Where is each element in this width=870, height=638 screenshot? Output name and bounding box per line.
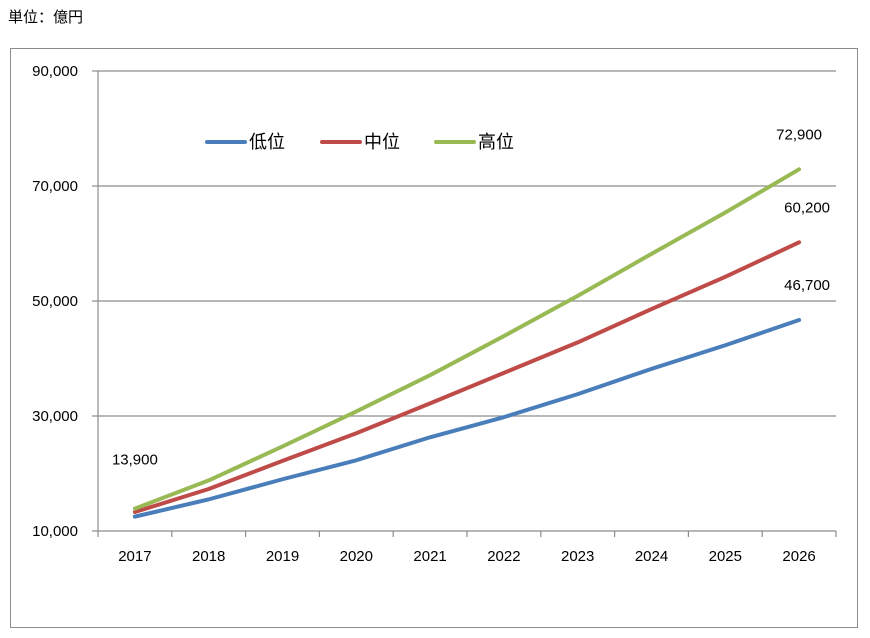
x-tick-labels: 2017 2018 2019 2020 2021 2022 2023 2024 2025 2026 bbox=[118, 548, 816, 565]
x-tick-label: 2019 bbox=[266, 548, 299, 565]
data-labels: 13,900 72,900 60,200 46,700 bbox=[112, 126, 830, 468]
series-lines bbox=[132, 167, 802, 519]
x-tick-label: 2022 bbox=[487, 548, 520, 565]
y-tick-label: 90,000 bbox=[32, 63, 78, 80]
y-tick-label: 50,000 bbox=[32, 293, 78, 310]
y-tick-label: 10,000 bbox=[32, 523, 78, 540]
x-tick-label: 2021 bbox=[413, 548, 446, 565]
x-tick-label: 2020 bbox=[340, 548, 373, 565]
data-label: 60,200 bbox=[784, 199, 830, 216]
series-line-1 bbox=[132, 240, 802, 515]
x-tick-label: 2024 bbox=[635, 548, 668, 565]
x-tick-label: 2018 bbox=[192, 548, 225, 565]
unit-label: 単位：億円 bbox=[8, 9, 84, 26]
y-tick-label: 70,000 bbox=[32, 178, 78, 195]
legend: 低位 中位 高位 bbox=[205, 132, 514, 153]
legend-label-0: 低位 bbox=[249, 132, 285, 153]
x-tick-label: 2025 bbox=[709, 548, 742, 565]
series-line-0 bbox=[132, 317, 802, 519]
data-label: 46,700 bbox=[784, 277, 830, 294]
data-label: 72,900 bbox=[776, 126, 822, 143]
axes bbox=[92, 70, 837, 537]
x-tick-label: 2017 bbox=[118, 548, 151, 565]
chart-frame bbox=[10, 48, 858, 628]
legend-label-2: 高位 bbox=[478, 132, 514, 153]
x-tick-label: 2026 bbox=[782, 548, 815, 565]
data-label: 13,900 bbox=[112, 452, 158, 469]
y-tick-label: 30,000 bbox=[32, 408, 78, 425]
legend-label-1: 中位 bbox=[364, 132, 400, 153]
grid-lines bbox=[98, 70, 836, 417]
series-line-2 bbox=[132, 167, 802, 511]
x-tick-label: 2023 bbox=[561, 548, 594, 565]
y-tick-labels: 10,000 30,000 50,000 70,000 90,000 bbox=[32, 63, 78, 540]
